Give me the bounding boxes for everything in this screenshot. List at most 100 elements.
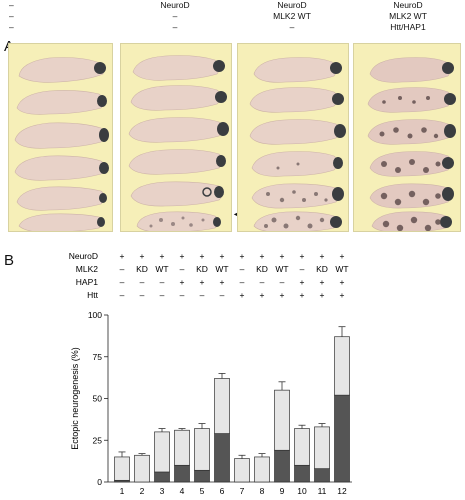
bar-segment-series-2 [214,378,230,434]
matrix-cell: – [140,290,145,300]
bar-segment-series-1 [154,471,170,483]
matrix-cell: – [120,277,125,287]
bar-segment-series-2 [274,389,290,451]
matrix-cell: + [320,277,325,287]
matrix-cell: – [180,264,185,274]
matrix-cell: + [260,290,265,300]
x-tick-label: 3 [160,486,165,496]
matrix-cell: + [300,251,305,261]
matrix-cell: + [280,290,285,300]
matrix-cell: – [160,277,165,287]
matrix-cell: – [120,264,125,274]
bar-segment-series-1 [214,433,230,483]
matrix-row-label: HAP1 [76,277,98,287]
matrix-cell: WT [275,264,288,274]
bar-segment-series-2 [294,428,310,466]
x-tick-label: 12 [337,486,347,496]
matrix-cell: + [260,251,265,261]
matrix-cell: + [200,277,205,287]
matrix-row-label: NeuroD [69,251,98,261]
panel-b-letter: B [4,252,15,269]
matrix-cell: + [300,277,305,287]
bar-segment-series-2 [234,458,250,483]
bar-segment-series-1 [274,449,290,483]
matrix-cell: – [120,290,125,300]
y-tick-label: 50 [93,394,103,404]
bar-segment-series-1 [314,468,330,483]
y-axis-label: Ectopic neurogenesis (%) [70,347,80,450]
y-tick-label: 25 [93,435,103,445]
matrix-cell: KD [316,264,328,274]
matrix-cell: + [180,277,185,287]
matrix-cell: KD [256,264,268,274]
x-tick-label: 6 [220,486,225,496]
embryo-photo-neurod-mlk2 [237,43,349,233]
embryo-illustration-control [14,57,109,233]
bar-segment-series-2 [174,429,190,466]
matrix-cell: WT [215,264,228,274]
embryo-photo-control [8,43,113,233]
header-line-htt: – [9,22,14,32]
bar-segment-series-2 [134,454,150,483]
matrix-cell: + [300,290,305,300]
x-tick-label: 4 [180,486,185,496]
matrix-cell: – [240,264,245,274]
header-line-neurod: – [9,0,14,10]
bar-segment-series-2 [114,456,130,481]
matrix-cell: + [160,251,165,261]
matrix-cell: + [320,290,325,300]
header-line-mlk2: MLK2 WT [389,11,427,21]
column-header-4: NeuroD MLK2 WT Htt/HAP1 [353,0,463,33]
bar-segment-series-1 [294,464,310,483]
column-header-3: NeuroD MLK2 WT – [237,0,347,33]
embryo-illustration-neurod [128,55,229,233]
header-line-neurod: NeuroD [393,0,423,10]
matrix-row-label: Htt [87,290,99,300]
matrix-cell: + [240,251,245,261]
x-tick-label: 9 [280,486,285,496]
matrix-cell: + [220,277,225,287]
bar-segment-series-2 [314,426,330,469]
matrix-cell: – [300,264,305,274]
matrix-cell: – [140,277,145,287]
x-tick-label: 10 [297,486,307,496]
x-tick-label: 2 [140,486,145,496]
matrix-cell: WT [155,264,168,274]
embryo-illustration-neurod-mlk2 [249,57,346,233]
matrix-cell: + [120,251,125,261]
bar-segment-series-2 [194,428,210,471]
column-header-1: – – – [8,0,118,33]
embryo-photo-neurod-mlk2-htt-hap1 [353,43,461,233]
embryo-photo-neurod [120,43,232,233]
bar-segment-series-2 [254,456,270,483]
header-line-mlk2: MLK2 WT [273,11,311,21]
header-line-htt: Htt/HAP1 [390,22,426,32]
x-tick-label: 11 [318,486,327,496]
header-line-htt: – [289,22,295,32]
matrix-cell: + [180,251,185,261]
matrix-cell: KD [136,264,148,274]
matrix-cell: – [200,290,205,300]
matrix-cell: – [220,290,225,300]
header-line-neurod: NeuroD [160,0,190,10]
bar-segment-series-1 [194,469,210,483]
matrix-cell: – [280,277,285,287]
y-tick-label: 100 [88,310,102,320]
matrix-cell: + [220,251,225,261]
arrowhead-icon: ◄ [232,209,241,219]
x-tick-label: 7 [240,486,245,496]
matrix-row-label: MLK2 [76,264,98,274]
y-tick-label: 0 [97,477,102,487]
bar-segment-series-2 [154,431,170,473]
header-line-htt: – [172,22,178,32]
bar-segment-series-2 [334,336,350,396]
condition-matrix: NeuroD + + + + + + + + + + + +MLK2– KD WT – KD WT – KD WT – KD… [69,251,349,300]
embryo-illustration-neurod-mlk2-htt-hap1 [367,57,456,233]
x-tick-label: 5 [200,486,205,496]
matrix-cell: KD [196,264,208,274]
column-header-2: NeuroD – – [120,0,230,33]
matrix-cell: – [160,290,165,300]
header-line-mlk2: – [9,11,14,21]
x-tick-label: 8 [260,486,265,496]
